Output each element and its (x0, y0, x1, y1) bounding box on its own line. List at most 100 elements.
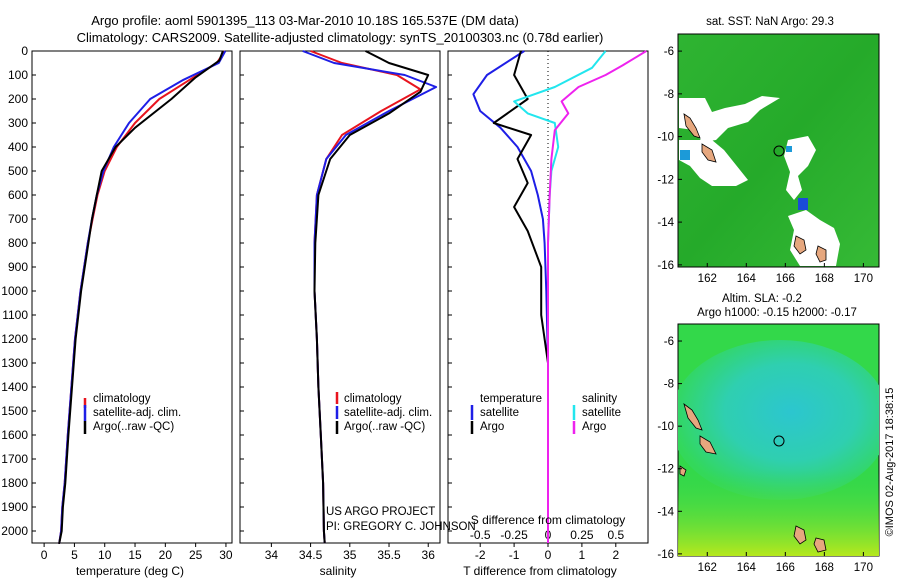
lon-tick-label: 168 (815, 273, 834, 285)
temperature-plot: 0 5 10 15 20 25 300100200300400500600700800900… (1, 44, 233, 562)
x-tick-label: 1 (579, 548, 586, 562)
temperature-axis-label: temperature (deg C) (76, 564, 184, 578)
y-tick-label: 1400 (1, 380, 28, 394)
sla-map-axes: 162 164 166 168 170 -6 -8 -10 -12 -14 -16 (657, 336, 873, 574)
lon-tick-label: 162 (698, 562, 717, 574)
argo-float-marker (773, 145, 785, 157)
y-tick-label: 700 (8, 212, 28, 226)
legend-salinity-heading: salinity (582, 393, 617, 405)
legend-satellite-adj: satellite-adj. clim. (93, 407, 181, 419)
top-tick-label: 0.5 (607, 528, 624, 542)
lon-tick-label: 166 (776, 273, 795, 285)
y-tick-label: 1500 (1, 404, 28, 418)
island (793, 235, 807, 255)
lon-tick-label: 166 (776, 562, 795, 574)
negative-sla-anomaly (678, 340, 879, 500)
lon-tick-label: 164 (737, 562, 757, 574)
sst-map-axes: 162 164 166 168 170 -6 -8 -10 -12 -14 -16 (657, 46, 873, 285)
legend-climatology: climatology (344, 393, 402, 405)
cloud-mask (679, 96, 780, 142)
y-tick-label: 1300 (1, 356, 28, 370)
legend-temp-satellite: satellite (480, 407, 519, 419)
x-tick-label: -2 (475, 548, 486, 562)
y-tick-label: 300 (8, 116, 28, 130)
y-tick-label: 1700 (1, 452, 28, 466)
y-tick-label: 200 (8, 92, 28, 106)
lat-tick-label: -6 (664, 46, 674, 58)
legend-argo: Argo(..raw -QC) (344, 421, 425, 433)
salinity-axis-label: salinity (320, 564, 357, 578)
sla-map (677, 323, 880, 557)
x-tick-label: 34.5 (299, 548, 323, 562)
x-tick-label: 25 (189, 548, 203, 562)
t-difference-axis-label: T difference from climatology (463, 564, 617, 578)
island (815, 245, 827, 263)
legend-temp-argo: Argo (480, 421, 504, 433)
island (699, 435, 717, 455)
lat-tick-label: -10 (657, 132, 674, 144)
y-tick-label: 1200 (1, 332, 28, 346)
lat-tick-label: -6 (664, 336, 674, 348)
imos-timestamp: ©IMOS 02-Aug-2017 18:38:15 (884, 388, 896, 537)
lat-tick-label: -16 (657, 549, 674, 561)
y-tick-label: 600 (8, 188, 28, 202)
y-tick-label: 0 (21, 44, 28, 58)
y-tick-label: 900 (8, 260, 28, 274)
lat-tick-label: -14 (657, 506, 674, 518)
lat-tick-label: -8 (664, 89, 674, 101)
y-tick-label: 500 (8, 164, 28, 178)
positive-sla-band (678, 470, 879, 556)
temperature-legend: climatology satellite-adj. clim. Argo(..… (83, 393, 181, 434)
temperature-panel (31, 50, 233, 544)
x-tick-label: -1 (509, 548, 520, 562)
series-line-argo-raw-qc- (313, 50, 430, 544)
credit-pi: PI: GREGORY C. JOHNSON (326, 521, 476, 533)
island (701, 143, 717, 163)
salinity-plot: 34 34.5 35 35.5 36 (240, 50, 438, 562)
s-difference-axis-label: S difference from climatology (471, 513, 626, 527)
lat-tick-label: -12 (657, 464, 674, 476)
warm-patch (798, 198, 808, 210)
series-line-argo-raw-qc- (58, 50, 224, 544)
argo-float-marker (773, 435, 785, 447)
y-tick-label: 800 (8, 236, 28, 250)
series-line-salinity-argo (547, 50, 647, 543)
cool-patch (786, 146, 792, 152)
lon-tick-label: 164 (737, 273, 757, 285)
lon-tick-label: 162 (698, 273, 717, 285)
top-tick-label: -0.5 (470, 528, 491, 542)
x-tick-label: 2 (612, 548, 619, 562)
lon-tick-label: 168 (815, 562, 834, 574)
lon-tick-label: 170 (854, 562, 873, 574)
x-tick-label: 35 (343, 548, 357, 562)
title-line-1: Argo profile: aoml 5901395_113 03-Mar-20… (91, 13, 519, 28)
x-tick-label: 36 (422, 548, 436, 562)
island (683, 113, 701, 139)
sla-map-title-2: Argo h1000: -0.15 h2000: -0.17 (697, 307, 857, 319)
y-tick-label: 1600 (1, 428, 28, 442)
legend-sal-argo: Argo (582, 421, 606, 433)
difference-legend: temperature salinity satellite Argo sate… (470, 393, 621, 434)
legend-climatology: climatology (93, 393, 151, 405)
x-tick-label: 30 (219, 548, 233, 562)
y-tick-label: 1000 (1, 284, 28, 298)
island (813, 537, 827, 553)
sst-map-title: sat. SST: NaN Argo: 29.3 (706, 16, 834, 28)
lat-tick-label: -8 (664, 379, 674, 391)
credit-project: US ARGO PROJECT (326, 506, 435, 518)
salinity-legend: climatology satellite-adj. clim. Argo(..… (335, 392, 432, 434)
sla-map-title-1: Altim. SLA: -0.2 (722, 293, 802, 305)
x-tick-label: 15 (128, 548, 142, 562)
y-tick-label: 1800 (1, 476, 28, 490)
sst-map (677, 33, 880, 268)
lat-tick-label: -14 (657, 217, 674, 229)
x-tick-label: 0 (41, 548, 48, 562)
top-tick-label: -0.25 (500, 528, 528, 542)
y-tick-label: 1900 (1, 500, 28, 514)
lat-tick-label: -12 (657, 174, 674, 186)
lat-tick-label: -16 (657, 260, 674, 272)
warm-patch (680, 150, 690, 160)
x-tick-label: 10 (98, 548, 112, 562)
